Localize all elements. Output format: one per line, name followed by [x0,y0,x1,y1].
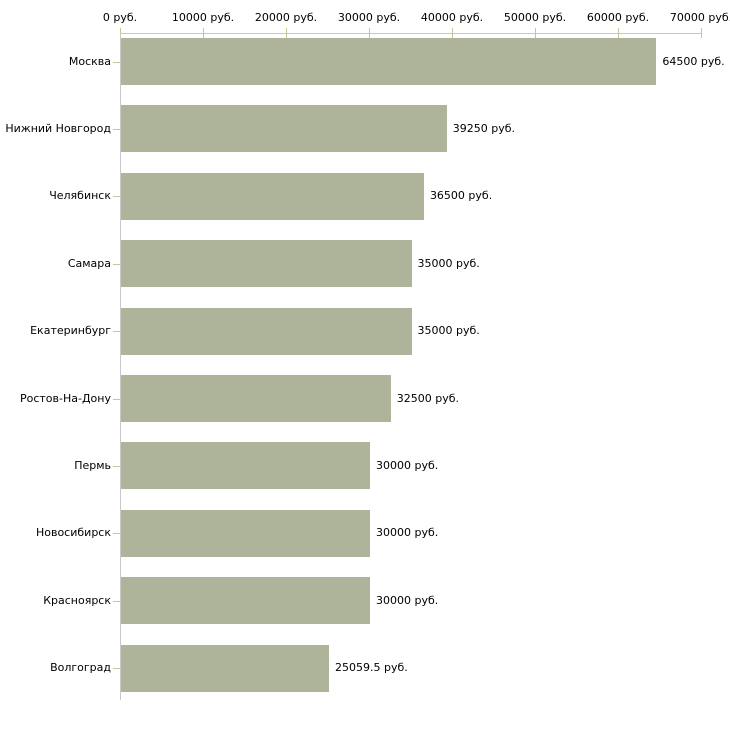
category-label: Красноярск [43,594,111,607]
category-tick-mark [113,466,120,467]
value-label: 32500 руб. [396,392,460,405]
bar [121,307,412,355]
x-axis-tick-label: 60000 руб. [586,11,650,24]
value-label: 30000 руб. [376,594,439,607]
value-label: 35000 руб. [417,324,480,337]
category-label: Нижний Новгород [5,122,111,135]
bar [121,240,412,288]
bar [121,442,370,490]
value-label: 25059.5 руб. [334,661,408,674]
category-label: Москва [68,55,111,68]
value-label: 30000 руб. [376,526,439,539]
category-tick-mark [113,331,120,332]
category-tick-mark [113,601,120,602]
x-axis-tick-label: 10000 руб. [171,11,235,24]
category-tick-mark [113,62,120,63]
x-axis-tick-label: 30000 руб. [337,11,401,24]
y-axis-line [120,33,121,700]
value-label: 35000 руб. [417,257,480,270]
category-tick-mark [113,264,120,265]
x-axis-tick-label: 70000 руб. [669,11,730,24]
x-axis-tick-mark [286,28,287,38]
value-label: 39250 руб. [452,122,516,135]
category-tick-mark [113,533,120,534]
category-tick-mark [113,399,120,400]
x-axis-tick-mark [618,28,619,38]
value-label: 30000 руб. [376,459,439,472]
category-label: Ростов-На-Дону [19,392,111,405]
x-axis-tick-mark [452,28,453,38]
x-axis-tick-mark [535,28,536,38]
x-axis-tick-label: 20000 руб. [254,11,318,24]
bar [121,172,424,220]
category-label: Екатеринбург [30,324,111,337]
x-axis-line [120,33,701,34]
category-tick-mark [113,129,120,130]
bar [121,509,370,557]
category-tick-mark [113,668,120,669]
x-axis-tick-label: 40000 руб. [420,11,484,24]
x-axis-tick-mark [369,28,370,38]
x-axis-tick-mark [203,28,204,38]
category-label: Волгоград [50,661,111,674]
bar [121,577,370,625]
bar [121,375,391,422]
bar [121,644,329,692]
category-tick-mark [113,196,120,197]
category-label: Самара [67,257,111,270]
value-label: 64500 руб. [662,55,725,68]
category-label: Челябинск [49,189,111,202]
bar [121,105,447,153]
x-axis-tick-mark [701,28,702,38]
category-label: Пермь [74,459,111,472]
x-axis-tick-label: 50000 руб. [503,11,567,24]
x-axis-tick-label: 0 руб. [102,11,138,24]
value-label: 36500 руб. [429,189,493,202]
category-label: Новосибирск [35,526,111,539]
bar [121,38,657,85]
